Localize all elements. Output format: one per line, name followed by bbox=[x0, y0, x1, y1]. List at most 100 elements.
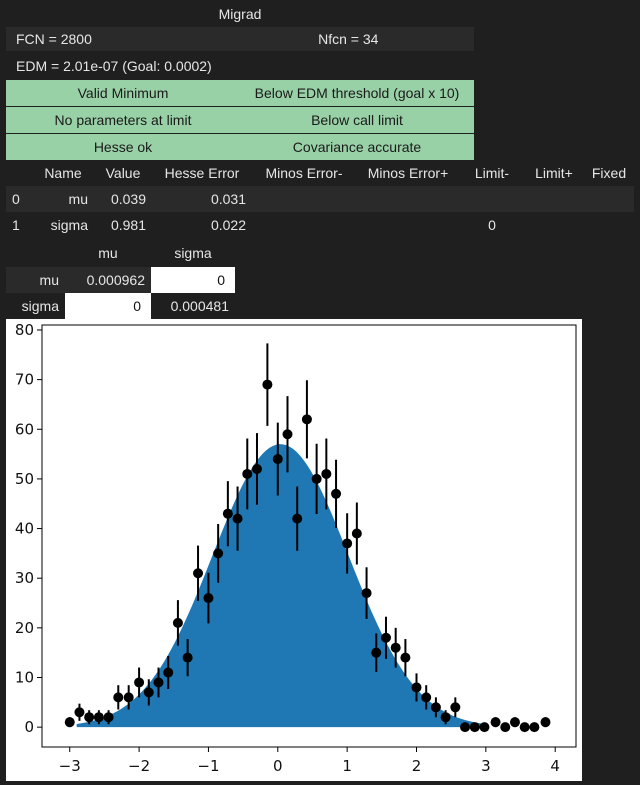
param-fixed bbox=[584, 212, 634, 238]
param-index: 1 bbox=[12, 217, 20, 233]
status-row-1: Valid Minimum Below EDM threshold (goal … bbox=[6, 80, 474, 106]
data-point bbox=[262, 379, 273, 390]
data-point bbox=[292, 513, 303, 524]
data-point bbox=[153, 677, 164, 688]
x-tick-label: −1 bbox=[197, 757, 219, 775]
cov-cell-sigma-sigma: 0.000481 bbox=[151, 293, 235, 319]
param-limit-minus: 0 bbox=[488, 217, 496, 233]
x-tick-label: 1 bbox=[342, 757, 352, 775]
cov-row-label-sigma: sigma bbox=[21, 298, 59, 314]
edm-value: EDM = 2.01e-07 (Goal: 0.0002) bbox=[16, 58, 212, 74]
data-point bbox=[64, 717, 75, 728]
param-name: mu bbox=[68, 191, 88, 207]
data-point bbox=[282, 429, 293, 440]
cov-cell-mu-mu: 0.000962 bbox=[65, 267, 151, 293]
data-point bbox=[123, 692, 134, 703]
y-tick-label: 70 bbox=[15, 371, 34, 389]
edm-row: EDM = 2.01e-07 (Goal: 0.0002) bbox=[6, 54, 474, 78]
param-limit-plus bbox=[524, 186, 584, 212]
fcn-row: FCN = 2800 Nfcn = 34 bbox=[6, 27, 474, 51]
params-header-row: Name Value Hesse Error Minos Error- Mino… bbox=[6, 160, 634, 186]
data-point bbox=[301, 414, 312, 425]
param-fixed bbox=[584, 186, 634, 212]
data-point bbox=[163, 667, 174, 678]
status-row-2: No parameters at limit Below call limit bbox=[6, 107, 474, 133]
cov-header-mu: mu bbox=[98, 245, 118, 261]
data-point bbox=[272, 454, 283, 465]
params-header-minos-error-minus: Minos Error- bbox=[265, 165, 343, 181]
y-tick-label: 40 bbox=[15, 520, 34, 538]
data-point bbox=[411, 682, 422, 693]
param-value: 0.039 bbox=[110, 191, 146, 207]
hesse-ok-status: Hesse ok bbox=[93, 139, 153, 155]
data-point bbox=[203, 593, 214, 604]
params-header-name: Name bbox=[44, 165, 82, 181]
data-point bbox=[321, 468, 332, 479]
fcn-value: FCN = 2800 bbox=[16, 31, 92, 47]
y-tick-label: 50 bbox=[15, 470, 34, 488]
data-point bbox=[500, 722, 511, 733]
y-tick-label: 20 bbox=[15, 619, 34, 637]
param-minos-error-plus bbox=[356, 212, 460, 238]
params-row-sigma: 1 sigma 0.981 0.022 0 bbox=[6, 212, 634, 238]
x-tick-label: −2 bbox=[128, 757, 150, 775]
data-point bbox=[213, 548, 224, 559]
data-point bbox=[479, 722, 490, 733]
data-point bbox=[440, 712, 451, 723]
params-header-minos-error-plus: Minos Error+ bbox=[367, 165, 449, 181]
y-tick-label: 0 bbox=[24, 718, 34, 736]
data-point bbox=[251, 463, 262, 474]
cov-row-label-mu: mu bbox=[6, 267, 65, 293]
data-point bbox=[143, 687, 154, 698]
data-point bbox=[469, 722, 480, 733]
covariance-accurate-status: Covariance accurate bbox=[292, 139, 422, 155]
data-point bbox=[311, 473, 322, 484]
data-point bbox=[134, 677, 145, 688]
fit-plot: −3 −2 −1 0 1 2 3 4 0 10 20 30 40 50 60 70 80 bbox=[6, 319, 582, 781]
param-name: sigma bbox=[50, 217, 88, 233]
no-params-at-limit-status: No parameters at limit bbox=[54, 112, 192, 128]
x-tick-label: 3 bbox=[481, 757, 491, 775]
data-point bbox=[361, 588, 372, 599]
plot-frame bbox=[41, 324, 577, 748]
cov-cell-sigma-mu: 0 bbox=[65, 293, 151, 319]
nfcn-value: Nfcn = 34 bbox=[318, 31, 379, 47]
cov-header-sigma: sigma bbox=[174, 245, 212, 261]
param-index: 0 bbox=[12, 191, 20, 207]
fit-curve-fill bbox=[76, 444, 483, 728]
data-point bbox=[113, 692, 124, 703]
params-header-hesse-error: Hesse Error bbox=[164, 165, 240, 181]
param-value: 0.981 bbox=[110, 217, 146, 233]
param-minos-error-minus bbox=[252, 186, 356, 212]
param-minos-error-minus bbox=[252, 212, 356, 238]
data-point bbox=[84, 712, 95, 723]
below-call-limit-status: Below call limit bbox=[311, 112, 403, 128]
data-point bbox=[182, 652, 193, 663]
data-point bbox=[490, 717, 501, 728]
data-point bbox=[509, 717, 520, 728]
data-point bbox=[519, 722, 530, 733]
y-tick-label: 30 bbox=[15, 569, 34, 587]
param-minos-error-plus bbox=[356, 186, 460, 212]
data-point bbox=[529, 722, 540, 733]
data-point bbox=[540, 717, 551, 728]
status-row-3: Hesse ok Covariance accurate bbox=[6, 134, 474, 160]
y-tick-label: 80 bbox=[15, 321, 34, 339]
data-point bbox=[172, 617, 183, 628]
params-header-fixed: Fixed bbox=[591, 165, 627, 181]
data-point bbox=[460, 722, 471, 733]
data-point bbox=[380, 632, 391, 643]
x-tick-label: 0 bbox=[273, 757, 283, 775]
params-header-limit-minus: Limit- bbox=[474, 165, 510, 181]
data-point bbox=[242, 468, 253, 479]
param-limit-plus bbox=[524, 212, 584, 238]
cov-cell-mu-sigma: 0 bbox=[151, 267, 235, 293]
data-point bbox=[390, 642, 401, 653]
param-hesse-error: 0.022 bbox=[210, 217, 246, 233]
below-edm-status: Below EDM threshold (goal x 10) bbox=[254, 85, 460, 101]
x-tick-label: 4 bbox=[550, 757, 560, 775]
data-point bbox=[331, 488, 342, 499]
data-point bbox=[371, 647, 382, 658]
